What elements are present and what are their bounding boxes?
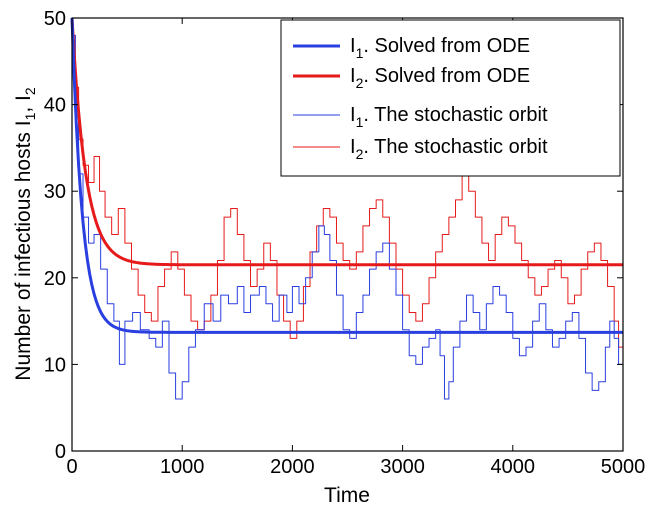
- y-tick-label: 50: [44, 8, 66, 30]
- legend-label-i1-stochastic: I1. The stochastic orbit: [350, 104, 548, 130]
- y-tick-label: 10: [44, 354, 66, 376]
- series-line-i2-stochastic: [72, 34, 624, 365]
- x-tick-label: 0: [66, 456, 77, 478]
- y-axis-title-sub2: 2: [22, 87, 38, 95]
- legend-label-i2-stochastic: I2. The stochastic orbit: [350, 136, 548, 162]
- y-tick-label: 30: [44, 181, 66, 203]
- series-line-i2-ode: [70, 17, 623, 267]
- x-tick-label: 1000: [160, 456, 205, 478]
- y-tick-label: 40: [44, 95, 66, 117]
- legend-label-i2-ode-rest: . Solved from ODE: [363, 65, 530, 87]
- y-axis-title-main: Number of infectious hosts I: [12, 120, 35, 380]
- series-line-i1-ode: [70, 17, 623, 334]
- y-axis-title-sub1: 1: [22, 112, 38, 120]
- legend-label-i2-stochastic-main: I: [350, 136, 356, 158]
- legend-label-i2-ode-sub: 2: [356, 75, 364, 91]
- legend-label-i2-stochastic-sub: 2: [356, 146, 364, 162]
- legend-label-i1-stochastic-sub: 1: [356, 114, 364, 130]
- series-layer: [70, 17, 624, 400]
- x-tick-label: 4000: [491, 456, 536, 478]
- legend-label-i1-stochastic-rest: . The stochastic orbit: [363, 104, 548, 126]
- plot-frame: [71, 17, 624, 452]
- legend-label-i1-ode-main: I: [350, 35, 356, 57]
- legend-label-i1-ode-sub: 1: [356, 45, 364, 61]
- legend-label-i2-ode: I2. Solved from ODE: [350, 65, 530, 91]
- x-tick-label: 2000: [270, 456, 315, 478]
- legend-label-i1-stochastic-main: I: [350, 104, 356, 126]
- y-tick-label: 20: [44, 268, 66, 290]
- y-axis-title-sep: , I: [12, 95, 35, 113]
- x-axis-title: Time: [324, 484, 370, 507]
- ticks-layer: 0 1000 2000 3000 4000 5000 0 10 20 30 40 50: [44, 8, 646, 478]
- series-line-i1-stochastic: [72, 34, 624, 400]
- legend: I1. Solved from ODE I2. Solved from ODE …: [280, 19, 621, 177]
- legend-label-i2-stochastic-rest: . The stochastic orbit: [363, 136, 548, 158]
- legend-label-i1-ode: I1. Solved from ODE: [350, 35, 530, 61]
- y-tick-label: 0: [55, 441, 66, 463]
- legend-label-i2-ode-main: I: [350, 65, 356, 87]
- legend-label-i1-ode-rest: . Solved from ODE: [363, 35, 530, 57]
- y-axis-title: Number of infectious hosts I1, I2: [12, 87, 38, 381]
- x-tick-label: 3000: [380, 456, 425, 478]
- x-tick-label: 5000: [601, 456, 646, 478]
